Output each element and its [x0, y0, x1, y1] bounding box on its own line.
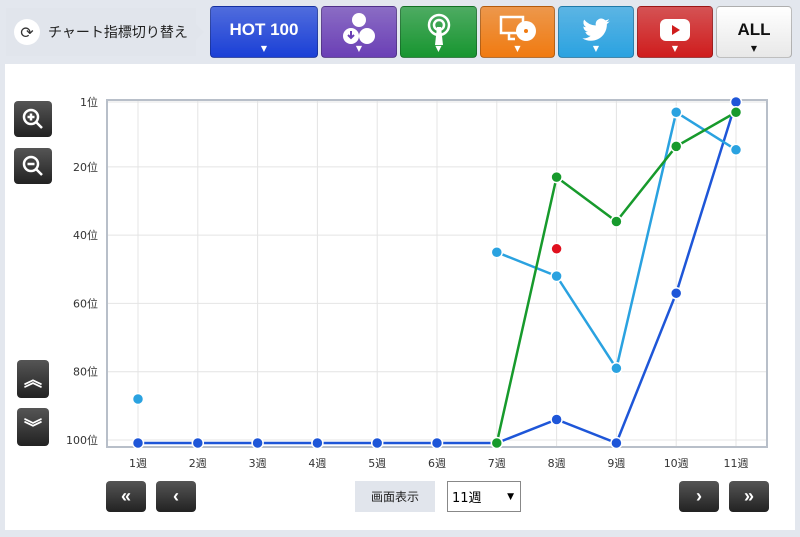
data-point: [610, 215, 623, 228]
monitor-cd-icon: [498, 13, 538, 51]
x-tick-label: 6週: [428, 457, 446, 470]
chart-button-twitter[interactable]: ▼: [558, 6, 634, 58]
data-point: [490, 436, 504, 450]
radio-tower-icon: [424, 13, 454, 51]
chart-button-hot100[interactable]: HOT 100 ▼: [210, 6, 318, 58]
dropdown-arrow-icon: ▼: [514, 44, 521, 53]
next-page-button[interactable]: ›: [679, 481, 719, 512]
button-label: HOT 100: [229, 20, 299, 39]
dropdown-arrow-icon: ▼: [750, 44, 758, 53]
y-tick-label: 20位: [73, 160, 98, 174]
data-point: [610, 436, 623, 450]
chart-button-all[interactable]: ALL ▼: [716, 6, 792, 58]
first-page-button[interactable]: «: [106, 481, 146, 512]
zoom-in-button[interactable]: [14, 101, 52, 137]
data-point: [669, 105, 683, 119]
chart-button-radio[interactable]: ▼: [400, 6, 477, 58]
zoom-out-icon: [22, 155, 43, 176]
zoom-out-button[interactable]: [14, 148, 52, 184]
chart-button-youtube[interactable]: ▼: [637, 6, 713, 58]
x-tick-label: 10週: [664, 457, 689, 470]
y-tick-label: 1位: [80, 95, 98, 109]
chart-button-sales-download[interactable]: ▼: [321, 6, 397, 58]
y-tick-label: 60位: [73, 296, 98, 310]
data-point: [370, 436, 384, 450]
chart-switch-label: ⟳ チャート指標切り替え: [6, 8, 204, 56]
data-point: [729, 143, 743, 157]
data-point: [550, 170, 563, 184]
x-tick-label: 4週: [308, 457, 326, 470]
display-label: 画面表示: [355, 481, 435, 512]
twitter-bird-icon: [579, 15, 613, 49]
x-tick-label: 9週: [607, 457, 625, 470]
period-select[interactable]: 11週 ▼: [447, 481, 521, 512]
scroll-up-button[interactable]: ︽: [17, 360, 49, 398]
switch-label: チャート指標切り替え: [48, 25, 188, 41]
data-point: [311, 436, 324, 450]
data-point: [729, 95, 743, 109]
x-tick-label: 5週: [368, 457, 386, 470]
data-point: [669, 286, 683, 300]
chevron-left-icon: ‹: [173, 486, 179, 506]
data-point: [550, 269, 563, 283]
chevron-right-icon: ›: [696, 486, 702, 506]
y-tick-label: 80位: [73, 365, 98, 379]
data-point: [131, 392, 145, 406]
dropdown-arrow-icon: ▼: [435, 44, 442, 53]
data-point: [131, 436, 145, 450]
button-label: ALL: [737, 20, 771, 39]
y-tick-label: 100位: [66, 433, 98, 447]
last-page-button[interactable]: »: [729, 481, 769, 512]
dropdown-arrow-icon: ▼: [592, 44, 600, 53]
x-tick-label: 7週: [488, 457, 506, 470]
data-point: [191, 436, 205, 450]
y-tick-label: 40位: [73, 228, 98, 242]
scroll-down-button[interactable]: ︾: [17, 408, 49, 446]
refresh-icon: ⟳: [14, 19, 40, 45]
chart-panel: [5, 64, 795, 530]
x-tick-label: 11週: [724, 457, 749, 470]
data-point: [550, 413, 563, 426]
data-point: [251, 436, 264, 450]
dropdown-arrow-icon: ▼: [355, 44, 363, 53]
dropdown-arrow-icon: ▼: [260, 44, 268, 53]
download-cd-icon: [339, 10, 379, 54]
youtube-icon: [658, 16, 692, 48]
data-point: [610, 362, 623, 375]
x-tick-label: 2週: [189, 457, 207, 470]
double-chevron-up-icon: ︽: [24, 370, 42, 391]
x-tick-label: 8週: [548, 457, 566, 470]
x-tick-label: 3週: [249, 457, 267, 470]
prev-page-button[interactable]: ‹: [156, 481, 196, 512]
zoom-in-icon: [22, 108, 43, 129]
double-chevron-down-icon: ︾: [24, 418, 42, 439]
double-chevron-left-icon: «: [120, 486, 131, 506]
data-point: [729, 105, 743, 119]
data-point: [490, 245, 504, 259]
data-point: [669, 140, 683, 153]
period-value: 11週: [452, 491, 482, 506]
data-point: [430, 436, 444, 450]
dropdown-arrow-icon: ▼: [671, 44, 679, 53]
dropdown-arrow-icon: ▼: [507, 491, 514, 502]
double-chevron-right-icon: »: [743, 486, 754, 506]
data-point: [550, 242, 563, 256]
chart-button-pc-lookup[interactable]: ▼: [480, 6, 555, 58]
x-tick-label: 1週: [129, 457, 147, 470]
